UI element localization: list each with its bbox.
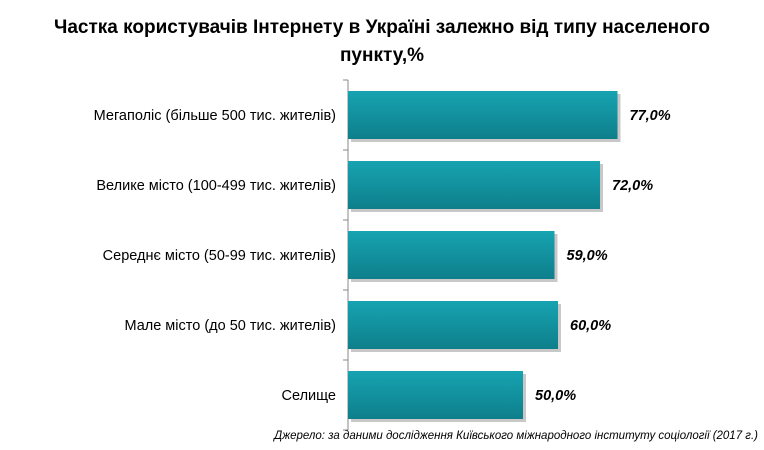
value-label: 50,0% (535, 388, 576, 404)
category-label: Мале місто (до 50 тис. жителів) (124, 318, 336, 334)
category-label: Середнє місто (50-99 тис. жителів) (103, 248, 336, 264)
chart-title-line1: Частка користувачів Інтернету в Україні … (53, 17, 710, 38)
bar (348, 301, 558, 349)
chart-title-line2: пункту,% (339, 45, 425, 66)
bar (348, 231, 555, 279)
value-label: 60,0% (570, 318, 611, 334)
value-label: 72,0% (612, 178, 653, 194)
source-note: Джерело: за даними дослідження Київськог… (274, 430, 758, 442)
category-label: Велике місто (100-499 тис. жителів) (96, 178, 336, 194)
category-label: Селище (282, 388, 336, 404)
chart-title: Частка користувачів Інтернету в Україні … (0, 14, 764, 70)
bar (348, 371, 523, 419)
category-label: Мегаполіс (більше 500 тис. жителів) (94, 108, 336, 124)
bar (348, 91, 618, 139)
value-label: 77,0% (630, 108, 671, 124)
bar (348, 161, 600, 209)
value-label: 59,0% (567, 248, 608, 264)
